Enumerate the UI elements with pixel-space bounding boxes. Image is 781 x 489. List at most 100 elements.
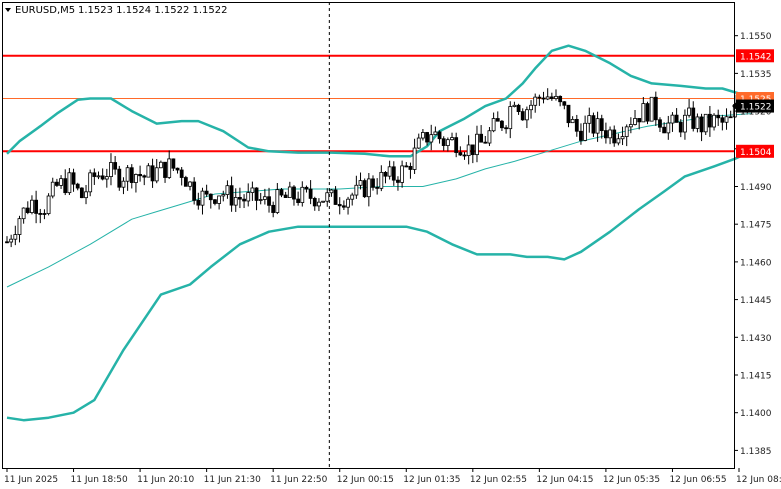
candle-body [637,118,642,123]
candle [454,132,459,158]
candle-body [354,184,359,196]
candle [612,125,617,147]
x-tick-label: 12 Jun 05:35 [603,475,660,485]
candle [549,92,554,101]
candle [229,176,234,212]
y-tick-label: 1.1475 [740,221,772,231]
candle-body [475,133,479,156]
candle [653,91,658,126]
candle [275,183,280,215]
candle-body [375,186,380,189]
candle-body [604,130,608,139]
candle-body [529,104,533,111]
candle [9,234,14,248]
candle-body [591,115,596,134]
candle-body [125,167,130,182]
candle-body [483,141,488,144]
candle-body [225,185,230,195]
candle [175,167,180,174]
candle-body [587,115,592,124]
candle-body [129,167,134,183]
level-label-2: 1.1504 [740,148,772,158]
candle-body [695,116,700,129]
candle [171,158,176,172]
plot-frame [2,2,735,469]
candle-body [616,138,621,144]
current-price-label-bg [736,99,774,113]
candle-body [454,137,459,153]
candle-body [537,96,542,99]
candle [458,146,463,156]
candle-body [121,180,126,188]
candle-body [595,118,600,134]
candle-body [262,196,267,200]
x-tick-label: 12 Jun 08:15 [736,475,781,485]
candle [500,119,504,132]
x-tick-label: 11 Jun 21:30 [204,475,261,485]
candle [238,187,242,209]
candle-body [287,186,292,198]
candle-body [470,144,475,156]
candle [371,175,375,191]
chart-header: EURUSD,M5 1.1523 1.1524 1.1522 1.1522 [5,5,228,16]
candle [183,175,188,187]
candle-body [92,172,97,177]
candle [716,109,721,126]
candle-body [142,175,147,178]
candle [354,175,359,199]
candle [470,144,475,164]
candle [724,108,729,130]
candle-body [608,129,612,139]
candle-body [292,186,296,200]
candle [416,133,421,149]
candle-body [720,117,725,123]
candle-body [271,204,276,213]
symbol-dropdown-icon[interactable] [5,8,11,12]
candle [262,188,267,205]
candle [566,104,571,128]
candle-body [633,118,637,125]
candle-body [400,165,405,183]
candle [587,107,592,133]
candle [308,180,313,205]
y-tick-label: 1.1400 [740,409,772,419]
candle-body [570,118,575,124]
candle [213,199,217,206]
candle [645,101,650,125]
level-label-bg-2 [736,144,774,158]
candle-body [21,207,26,220]
candle [196,192,201,210]
candle-body [441,138,446,146]
candle [154,159,159,184]
y-tick-label: 1.1430 [740,334,772,344]
x-tick-label: 12 Jun 00:15 [337,475,394,485]
x-axis-ticks: 11 Jun 2025 11 Jun 18:50 11 Jun 20:10 11 Ju… [4,468,781,485]
candle [391,161,396,186]
candle-body [171,158,176,169]
candle-body [707,113,712,128]
ohlc-readout: 1.1523 1.1524 1.1522 1.1522 [78,5,228,16]
candle [158,160,163,169]
candle-body [583,122,588,141]
candle [271,201,276,218]
current-price-arrow [732,102,736,110]
candle-body [30,199,34,213]
candle-body [158,161,163,169]
candle [341,200,346,211]
y-tick-label: 1.1520 [740,108,772,118]
candle-body [312,198,317,207]
candle [13,225,18,246]
candle-body [113,162,118,170]
candle [437,130,442,144]
candle-body [233,197,238,206]
candle [55,178,59,187]
candle [591,112,596,138]
candle-body [366,178,371,198]
candle-body [362,180,367,198]
candle [358,172,363,190]
candle-body [254,187,259,201]
candle [495,111,500,122]
candle-body [300,186,305,203]
candle [287,181,292,198]
